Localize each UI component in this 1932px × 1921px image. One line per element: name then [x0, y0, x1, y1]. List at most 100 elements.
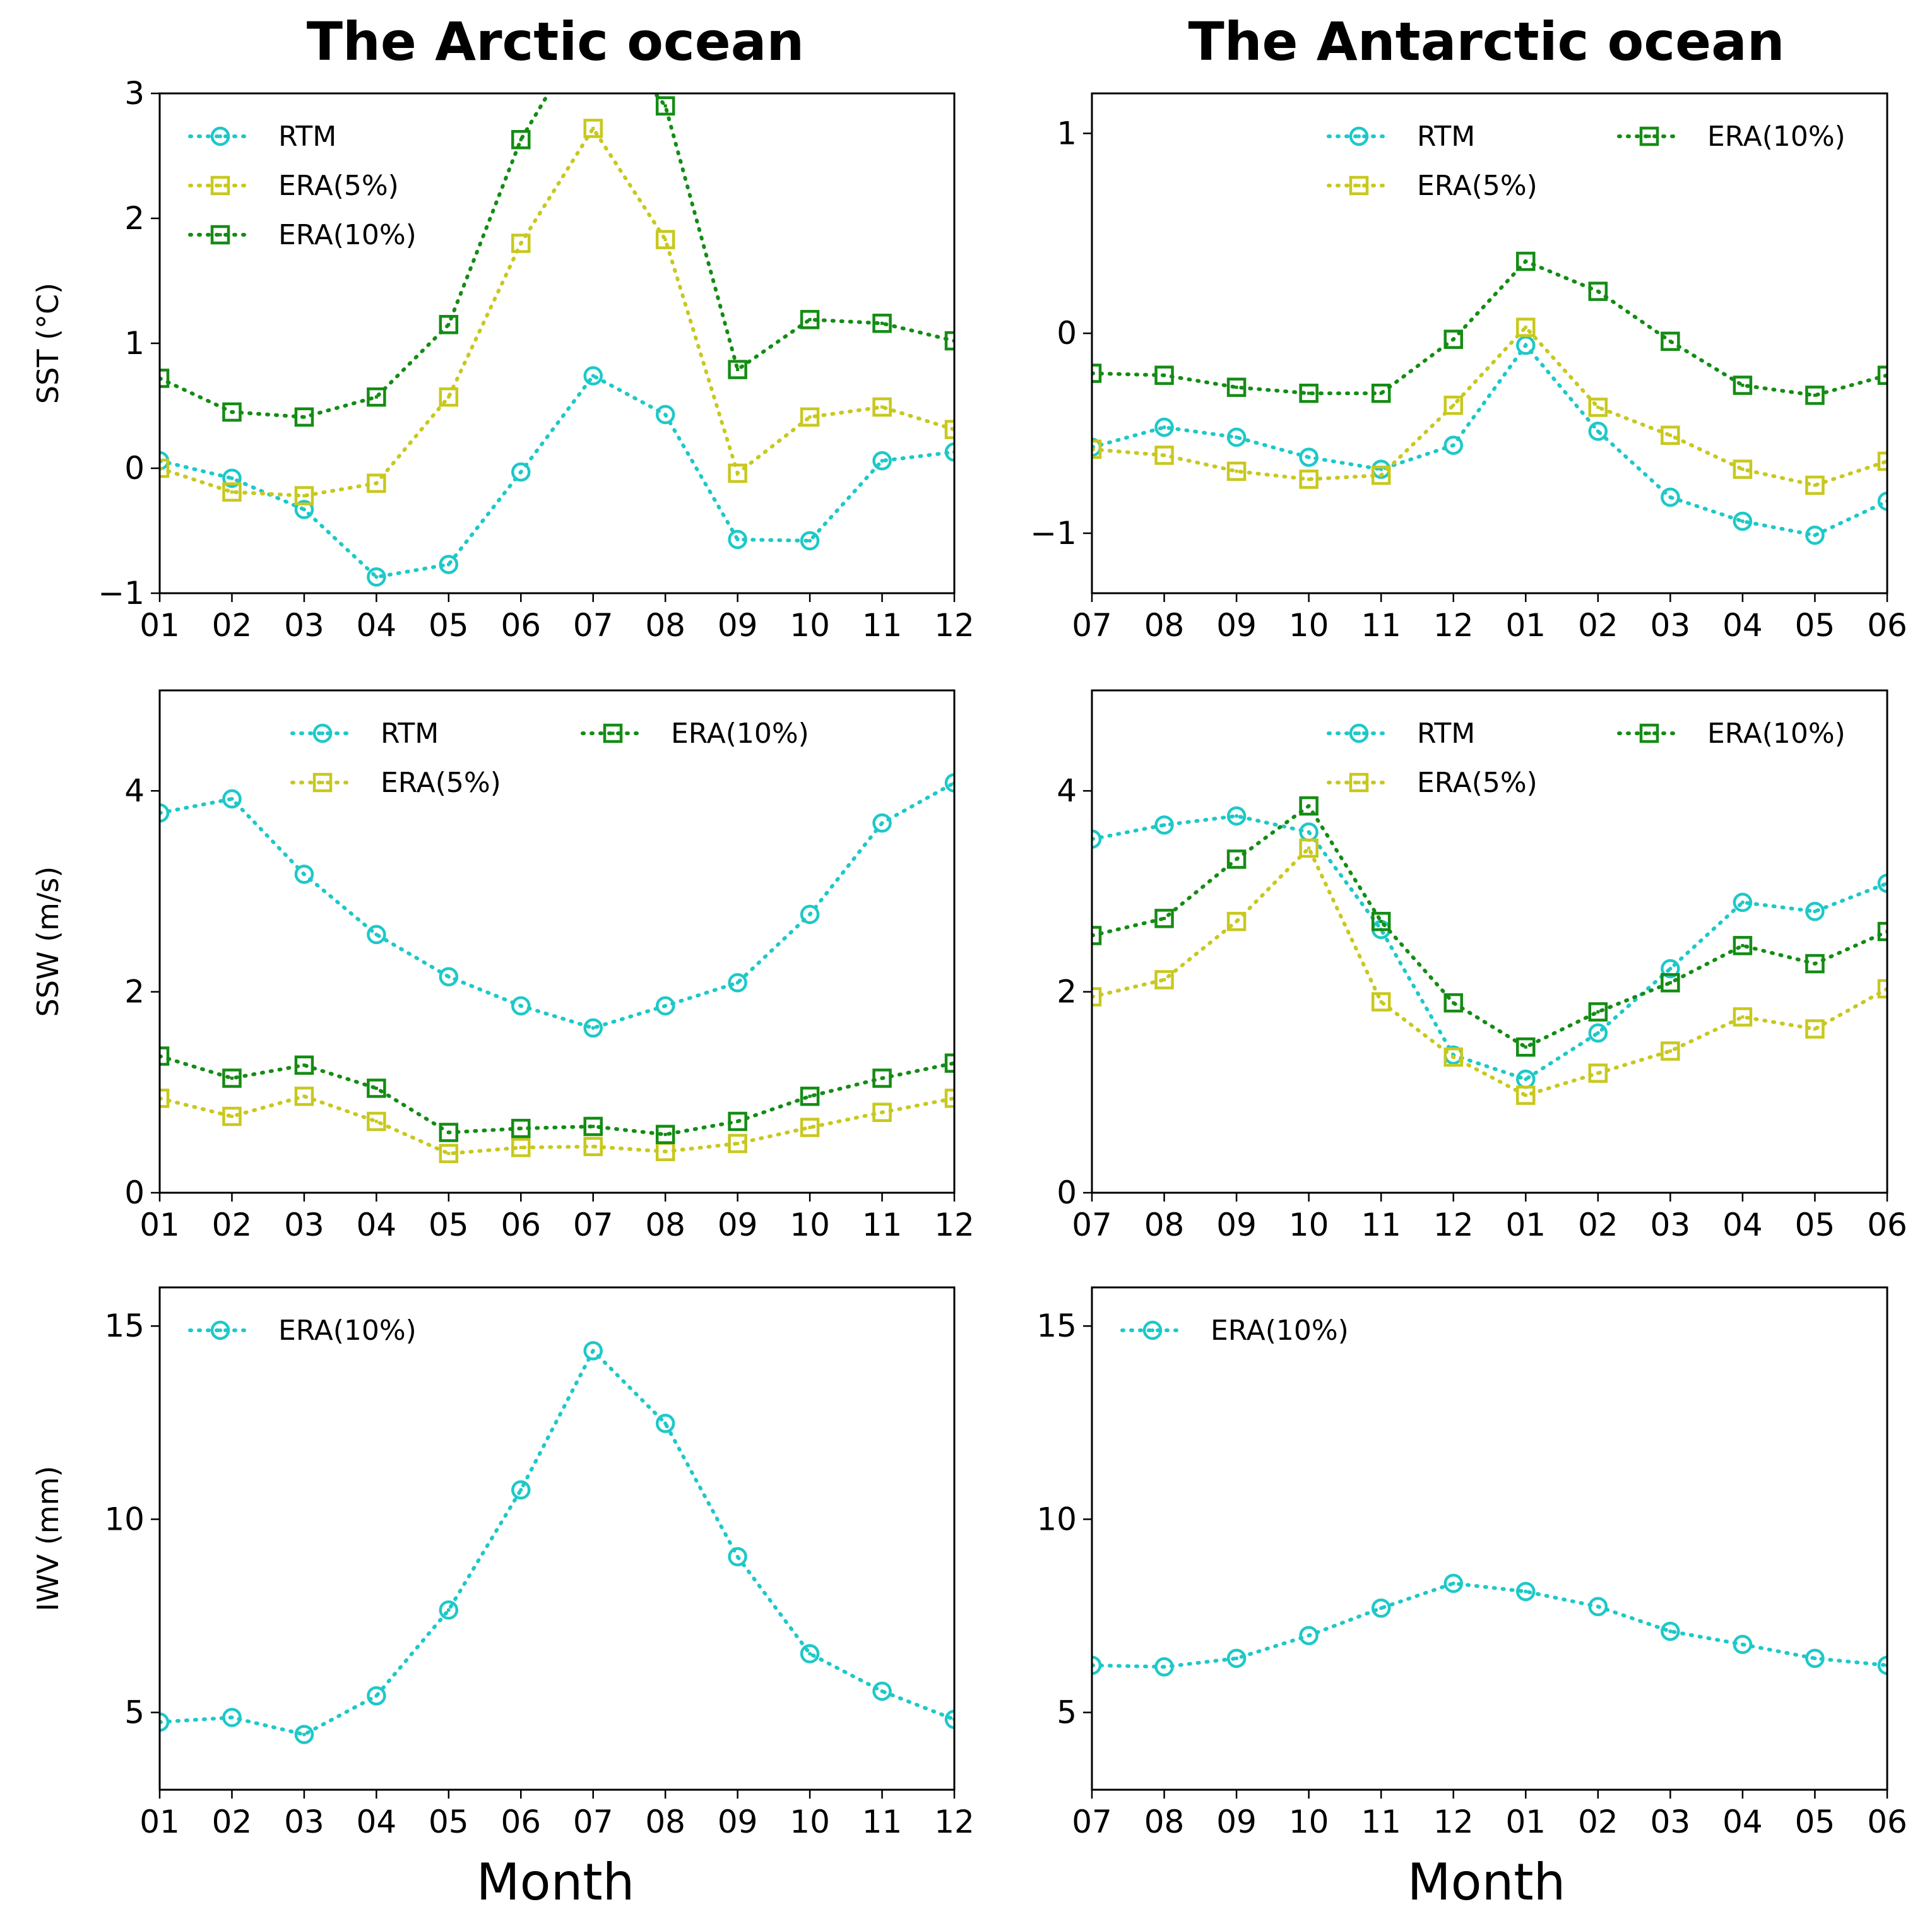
legend-label: ERA(5%)	[278, 170, 399, 202]
data-point-era10-center	[736, 1120, 740, 1123]
data-point-era5	[1516, 317, 1536, 337]
data-point-era10-center	[880, 321, 884, 325]
y-tick-label: 0	[124, 450, 145, 487]
data-point-era5	[872, 397, 892, 417]
data-point-rtm	[1661, 959, 1680, 979]
y-tick-label: 5	[124, 1694, 145, 1731]
x-tick-label: 09	[1216, 1804, 1257, 1840]
data-point-rtm-center	[302, 872, 306, 877]
data-point-rtm	[222, 1708, 242, 1727]
legend-marker	[1349, 723, 1369, 743]
data-point-rtm-center	[1668, 495, 1673, 499]
legend-marker-center	[1357, 184, 1361, 187]
data-point-rtm-center	[1162, 823, 1166, 827]
data-point-rtm-center	[1451, 443, 1455, 447]
legend-item-era5: ERA(5%)	[188, 170, 399, 202]
legend-marker-center	[321, 731, 324, 735]
x-tick-label: 12	[1433, 1207, 1474, 1243]
legend-item-era10: ERA(10%)	[1617, 718, 1846, 750]
data-point-rtm	[511, 462, 531, 482]
x-tick-label: 07	[573, 1207, 613, 1243]
panel-iwv-antarctic: 07 08 09 10 11 12 01 02 03 04 05 06 5 10 15 ERA(10%)	[1036, 1286, 1907, 1840]
x-tick-label: 11	[1361, 607, 1401, 644]
series-group	[1092, 796, 1887, 1105]
data-point-rtm-center	[230, 476, 234, 480]
data-point-era5-center	[302, 494, 306, 498]
legend-marker-center	[218, 233, 222, 237]
data-point-era10-center	[808, 317, 812, 321]
data-point-rtm	[1877, 492, 1887, 511]
data-point-era5	[1299, 838, 1319, 858]
data-point-era10-center	[1741, 384, 1745, 387]
data-point-era10	[1877, 365, 1887, 385]
x-tick-label: 06	[1867, 1207, 1907, 1243]
x-tick-label: 04	[357, 1804, 397, 1840]
x-tick-label: 09	[718, 607, 758, 644]
legend-marker	[1639, 723, 1659, 743]
legend-marker-center	[611, 731, 615, 735]
legend-marker-center	[218, 184, 222, 187]
column-title-arctic: The Arctic ocean	[307, 11, 804, 73]
data-point-rtm-center	[1813, 533, 1817, 538]
data-point-era5-center	[1379, 473, 1383, 477]
data-point-rtm-center	[1596, 1604, 1600, 1609]
data-point-era5-center	[1452, 1055, 1455, 1059]
data-point-rtm-center	[1596, 429, 1600, 434]
data-point-rtm-center	[1235, 814, 1239, 818]
x-tick-label: 08	[1144, 1804, 1185, 1840]
data-point-rtm	[160, 803, 170, 823]
axes-frame	[1091, 1286, 1888, 1791]
data-point-rtm	[655, 1414, 675, 1433]
data-point-rtm-center	[302, 1732, 306, 1737]
data-point-era10-center	[302, 1063, 306, 1067]
series-line-era5	[160, 1094, 954, 1156]
data-point-rtm	[294, 1725, 314, 1744]
data-point-rtm	[1092, 1655, 1102, 1676]
data-point-era5	[1805, 1019, 1825, 1039]
series-line-era10	[1092, 259, 1887, 398]
data-point-era5	[800, 1118, 820, 1137]
data-point-era5	[800, 407, 820, 427]
data-point-era5	[1226, 461, 1247, 482]
panel-iwv-arctic: 01 02 03 04 05 06 07 08 09 10 11 12 5 10 15 IWV (mm) ERA…	[31, 1286, 975, 1840]
data-point-era5	[1092, 987, 1102, 1007]
data-point-era10	[1371, 383, 1391, 403]
data-point-rtm	[1805, 1648, 1825, 1669]
legend-item-era5: ERA(5%)	[290, 767, 501, 799]
x-tick-label: 03	[1650, 1804, 1691, 1840]
data-point-rtm	[1516, 1581, 1536, 1602]
data-point-era10-center	[1813, 393, 1816, 397]
data-point-era10	[1092, 926, 1102, 945]
data-point-era5	[367, 1111, 386, 1132]
data-point-era10-center	[663, 1133, 667, 1137]
data-point-rtm-center	[446, 974, 451, 979]
x-tick-label: 10	[1289, 1207, 1329, 1243]
data-point-rtm	[583, 366, 603, 386]
x-tick-label: 03	[1650, 607, 1691, 644]
data-point-era10-center	[1596, 1010, 1600, 1014]
legend-marker	[1349, 175, 1369, 196]
data-point-era10-center	[1163, 374, 1166, 377]
legend-label: ERA(10%)	[1707, 718, 1846, 750]
data-point-era5	[583, 1137, 603, 1157]
x-tick-label: 01	[139, 607, 180, 644]
x-tick-label: 07	[573, 607, 613, 644]
legend-marker	[1349, 126, 1369, 146]
legend-label: RTM	[381, 718, 439, 750]
x-tick-label: 10	[790, 607, 830, 644]
x-tick-label: 03	[1650, 1207, 1691, 1243]
data-point-era10-center	[880, 1077, 884, 1080]
data-point-era5	[439, 1144, 459, 1164]
data-point-era10-center	[1163, 916, 1166, 920]
x-tick-label: 11	[862, 1804, 903, 1840]
data-point-era5	[655, 230, 675, 249]
series-line-era5	[160, 124, 954, 498]
data-point-era5-center	[447, 395, 451, 399]
series-group	[1092, 251, 1887, 545]
x-tick-label: 09	[1216, 607, 1257, 644]
legend-marker	[210, 225, 230, 245]
x-tick-label: 06	[501, 607, 541, 644]
data-point-rtm-center	[1307, 1633, 1311, 1638]
x-tick-label: 12	[934, 1207, 975, 1243]
legend-marker	[312, 723, 333, 743]
